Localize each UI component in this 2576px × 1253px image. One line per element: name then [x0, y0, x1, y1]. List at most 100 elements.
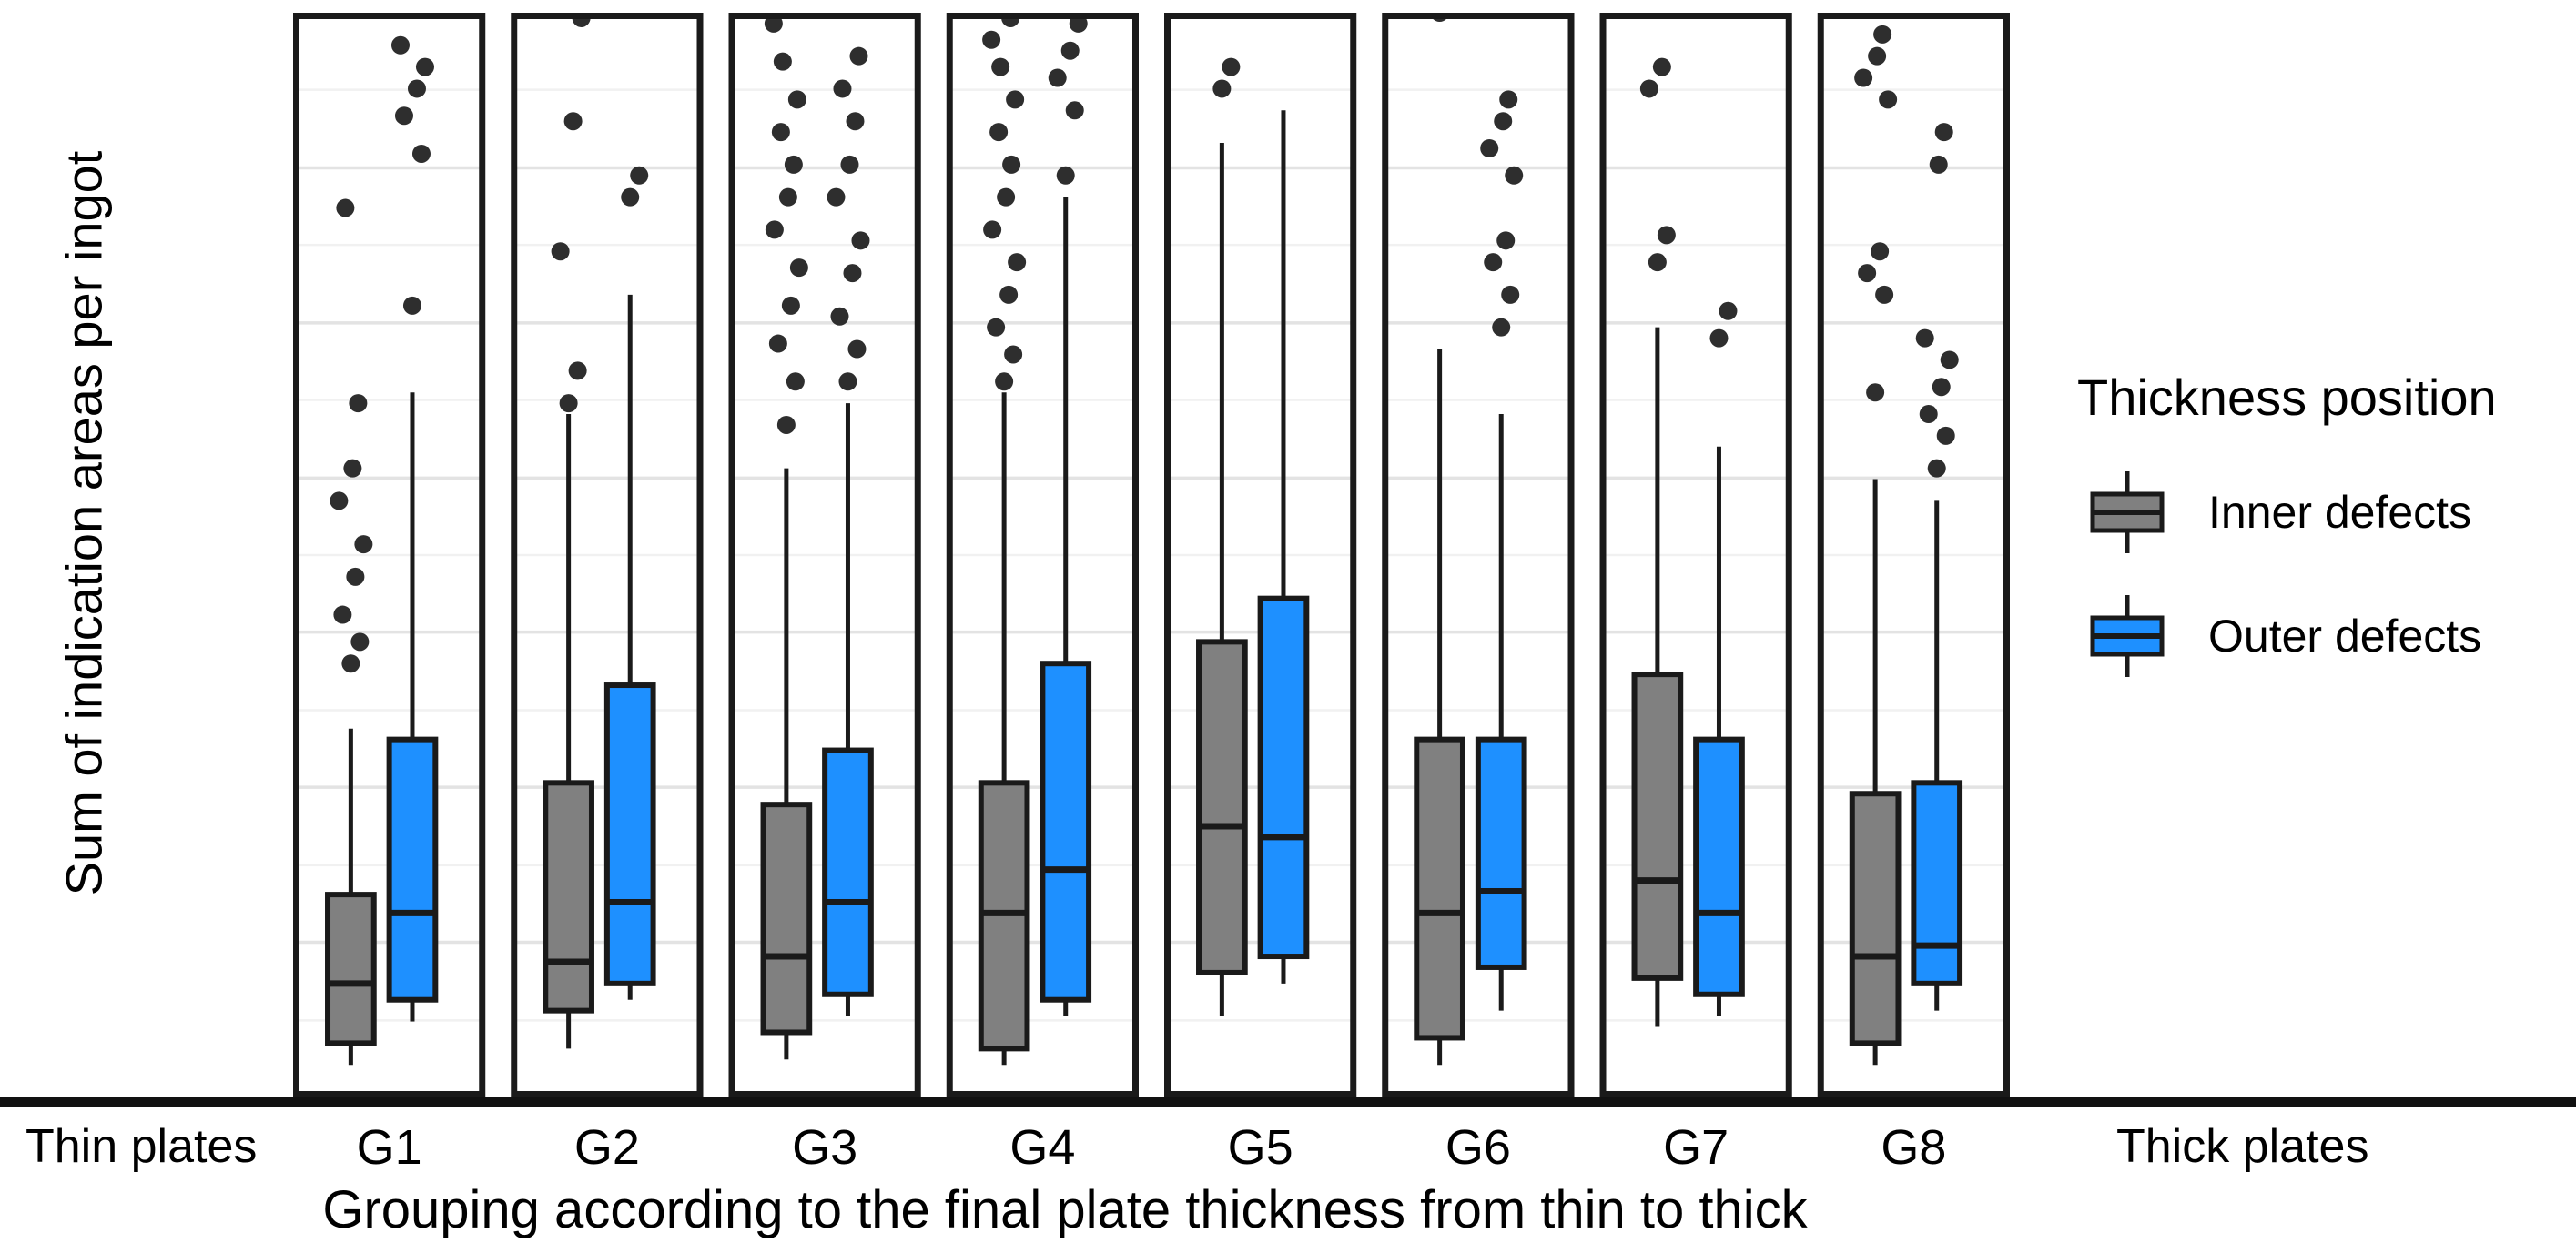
box-inner-G6 [1414, 736, 1465, 1041]
outlier-point-inner-G2 [572, 18, 591, 27]
outlier-point-inner-G1 [350, 632, 370, 652]
facet-border [728, 13, 921, 1097]
outlier-point-outer-G6 [1494, 112, 1513, 131]
outlier-point-outer-G4 [1048, 68, 1067, 87]
outlier-point-outer-G6 [1484, 253, 1503, 272]
x-tick-label-G2: G2 [573, 1120, 640, 1175]
outlier-point-inner-G4 [1008, 253, 1027, 272]
outlier-point-inner-G3 [764, 18, 783, 33]
outlier-point-inner-G3 [781, 296, 800, 315]
outlier-point-inner-G7 [1648, 253, 1667, 272]
outlier-point-outer-G1 [402, 296, 421, 315]
box-inner-G1 [325, 892, 377, 1046]
outlier-point-inner-G4 [987, 318, 1006, 337]
facet-panel-G3 [728, 13, 921, 1097]
outlier-point-inner-G1 [349, 394, 368, 413]
x-axis-line [0, 1097, 2576, 1107]
outlier-point-outer-G6 [1496, 231, 1516, 250]
x-tick-label-G6: G6 [1445, 1120, 1511, 1175]
facet-border [1164, 13, 1357, 1097]
outlier-point-outer-G2 [621, 187, 640, 207]
facet-panel-G2 [511, 13, 704, 1097]
facet-panel-G5 [1164, 13, 1357, 1097]
outlier-point-outer-G8 [1929, 155, 1948, 174]
outlier-point-inner-G8 [1873, 25, 1892, 44]
outlier-point-outer-G8 [1932, 378, 1951, 397]
thick-plates-label: Thick plates [2116, 1120, 2369, 1173]
outlier-point-outer-G7 [1719, 301, 1738, 320]
facet-panel-G1 [293, 13, 486, 1097]
facet-panel-G4 [946, 13, 1139, 1097]
outlier-point-inner-G7 [1639, 79, 1658, 98]
outlier-point-inner-G1 [354, 535, 373, 554]
outlier-point-inner-G4 [1002, 155, 1021, 174]
outlier-point-inner-G4 [999, 285, 1019, 304]
outlier-point-inner-G4 [997, 187, 1016, 207]
box-inner-G5 [1196, 639, 1248, 975]
x-tick-label-G3: G3 [792, 1120, 858, 1175]
box-inner-G7 [1631, 672, 1684, 981]
outlier-point-outer-G3 [851, 231, 870, 250]
outlier-point-outer-G3 [833, 79, 852, 98]
x-tick-label-G1: G1 [356, 1120, 422, 1175]
facet-border [511, 13, 704, 1097]
x-tick-label-G5: G5 [1227, 1120, 1293, 1175]
outlier-point-outer-G3 [827, 187, 846, 207]
outlier-point-inner-G4 [995, 372, 1014, 391]
facets-chart [293, 13, 2010, 1097]
outlier-point-outer-G6 [1480, 139, 1499, 157]
outlier-point-outer-G1 [394, 106, 413, 126]
x-axis-title: Grouping according to the final plate th… [322, 1180, 1808, 1239]
outlier-point-outer-G2 [630, 166, 649, 185]
outlier-point-inner-G1 [343, 459, 362, 478]
facet-border [1599, 13, 1792, 1097]
outlier-point-outer-G4 [1065, 101, 1084, 120]
outlier-point-inner-G3 [765, 220, 784, 239]
outlier-point-inner-G1 [330, 491, 349, 510]
legend-label-inner: Inner defects [2208, 487, 2472, 538]
outlier-point-inner-G8 [1858, 264, 1877, 283]
outlier-point-inner-G2 [551, 242, 570, 261]
outlier-point-outer-G3 [843, 264, 862, 283]
outlier-point-inner-G7 [1652, 57, 1671, 76]
outlier-point-inner-G7 [1657, 226, 1676, 245]
outlier-point-outer-G8 [1927, 459, 1946, 478]
outlier-point-inner-G5 [1222, 57, 1241, 76]
outlier-point-outer-G6 [1505, 166, 1524, 185]
outlier-point-outer-G8 [1919, 405, 1938, 424]
outlier-point-inner-G8 [1879, 90, 1898, 109]
outlier-point-inner-G3 [784, 155, 803, 174]
outlier-point-outer-G4 [1056, 166, 1075, 185]
box-inner-G2 [543, 780, 594, 1014]
x-tick-labels: G1 G2 G3 G4 G5 G6 G7 G8 [293, 1119, 2010, 1176]
outlier-point-outer-G3 [838, 372, 857, 391]
outlier-point-inner-G8 [1875, 285, 1894, 304]
outlier-point-outer-G1 [415, 57, 434, 76]
outlier-point-outer-G6 [1501, 285, 1520, 304]
outlier-point-inner-G8 [1854, 68, 1873, 87]
legend: Thickness position Inner defects Outer de… [2077, 368, 2497, 714]
outlier-point-inner-G3 [789, 258, 808, 278]
facet-panel-G6 [1382, 13, 1575, 1097]
box-outer-G2 [603, 682, 656, 986]
outlier-point-inner-G3 [771, 123, 790, 142]
box-inner-G8 [1849, 791, 1902, 1046]
outlier-point-outer-G1 [390, 35, 410, 55]
legend-label-outer: Outer defects [2208, 611, 2482, 662]
outlier-point-inner-G8 [1871, 242, 1890, 261]
outlier-point-inner-G1 [341, 654, 360, 673]
outlier-point-outer-G7 [1709, 328, 1729, 348]
outlier-point-inner-G3 [787, 90, 806, 109]
x-tick-label-G8: G8 [1881, 1120, 1947, 1175]
outlier-point-inner-G5 [1212, 79, 1232, 98]
outlier-point-outer-G6 [1499, 90, 1518, 109]
box-outer-G4 [1040, 661, 1092, 1003]
facet-panel-G8 [1817, 13, 2010, 1097]
x-tick-label-G4: G4 [1009, 1120, 1076, 1175]
outlier-point-inner-G2 [568, 361, 587, 380]
facet-border [946, 13, 1139, 1097]
outlier-point-inner-G3 [786, 372, 805, 391]
outlier-point-outer-G1 [411, 144, 431, 163]
legend-item-outer: Outer defects [2077, 591, 2497, 682]
legend-title: Thickness position [2077, 369, 2497, 426]
